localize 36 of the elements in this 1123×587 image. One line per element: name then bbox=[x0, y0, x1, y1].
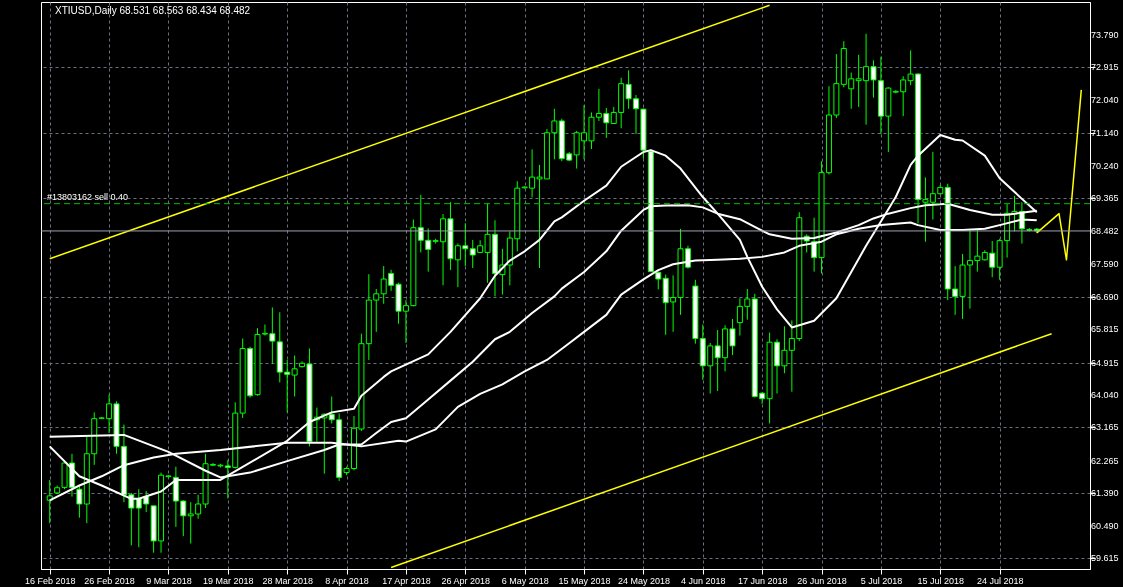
y-tick-label: 71.140 bbox=[1091, 127, 1119, 138]
x-tick-label: 19 Mar 2018 bbox=[203, 575, 254, 586]
y-tick-label: 64.040 bbox=[1091, 390, 1119, 401]
y-tick-label: 60.490 bbox=[1091, 521, 1119, 532]
x-tick-label: 17 Apr 2018 bbox=[382, 575, 431, 586]
x-tick-label: 17 Jun 2018 bbox=[737, 575, 788, 586]
y-tick-label: 66.690 bbox=[1091, 292, 1119, 303]
x-tick-label: 15 May 2018 bbox=[558, 575, 611, 586]
x-tick-label: 8 Apr 2018 bbox=[325, 575, 369, 586]
x-tick-label: 4 Jun 2018 bbox=[681, 575, 726, 586]
x-tick-label: 15 Jul 2018 bbox=[917, 575, 965, 586]
x-tick-label: 26 Jun 2018 bbox=[797, 575, 847, 586]
y-tick-label: 72.915 bbox=[1091, 62, 1119, 73]
x-tick-label: 24 May 2018 bbox=[617, 575, 670, 586]
y-tick-label: 70.240 bbox=[1091, 161, 1119, 172]
x-tick-label: 9 Mar 2018 bbox=[146, 575, 192, 586]
x-tick-label: 26 Apr 2018 bbox=[441, 575, 491, 586]
ref-line-label: #13803162 sell 0.40 bbox=[47, 191, 129, 202]
ref-line-label: 68.482 bbox=[1091, 225, 1119, 236]
x-tick-label: 24 Jul 2018 bbox=[976, 575, 1024, 586]
y-tick-label: 69.365 bbox=[1091, 193, 1119, 204]
x-tick-label: 28 Mar 2018 bbox=[262, 575, 313, 586]
chart-title: XTIUSD,Daily 68.531 68.563 68.434 68.482 bbox=[55, 5, 251, 16]
x-tick-label: 5 Jul 2018 bbox=[860, 575, 903, 586]
y-tick-label: 72.040 bbox=[1091, 94, 1119, 105]
y-tick-label: 64.915 bbox=[1091, 357, 1119, 368]
y-tick-label: 73.790 bbox=[1091, 29, 1119, 40]
y-tick-label: 65.815 bbox=[1091, 324, 1119, 335]
y-tick-label: 62.265 bbox=[1091, 455, 1119, 466]
y-tick-label: 59.615 bbox=[1091, 553, 1119, 564]
y-tick-label: 67.590 bbox=[1091, 258, 1119, 269]
x-tick-label: 16 Feb 2018 bbox=[24, 575, 76, 586]
y-tick-label: 63.165 bbox=[1091, 422, 1119, 433]
x-tick-label: 26 Feb 2018 bbox=[84, 575, 135, 586]
y-tick-label: 61.390 bbox=[1091, 487, 1119, 498]
x-tick-label: 6 May 2018 bbox=[501, 575, 549, 586]
